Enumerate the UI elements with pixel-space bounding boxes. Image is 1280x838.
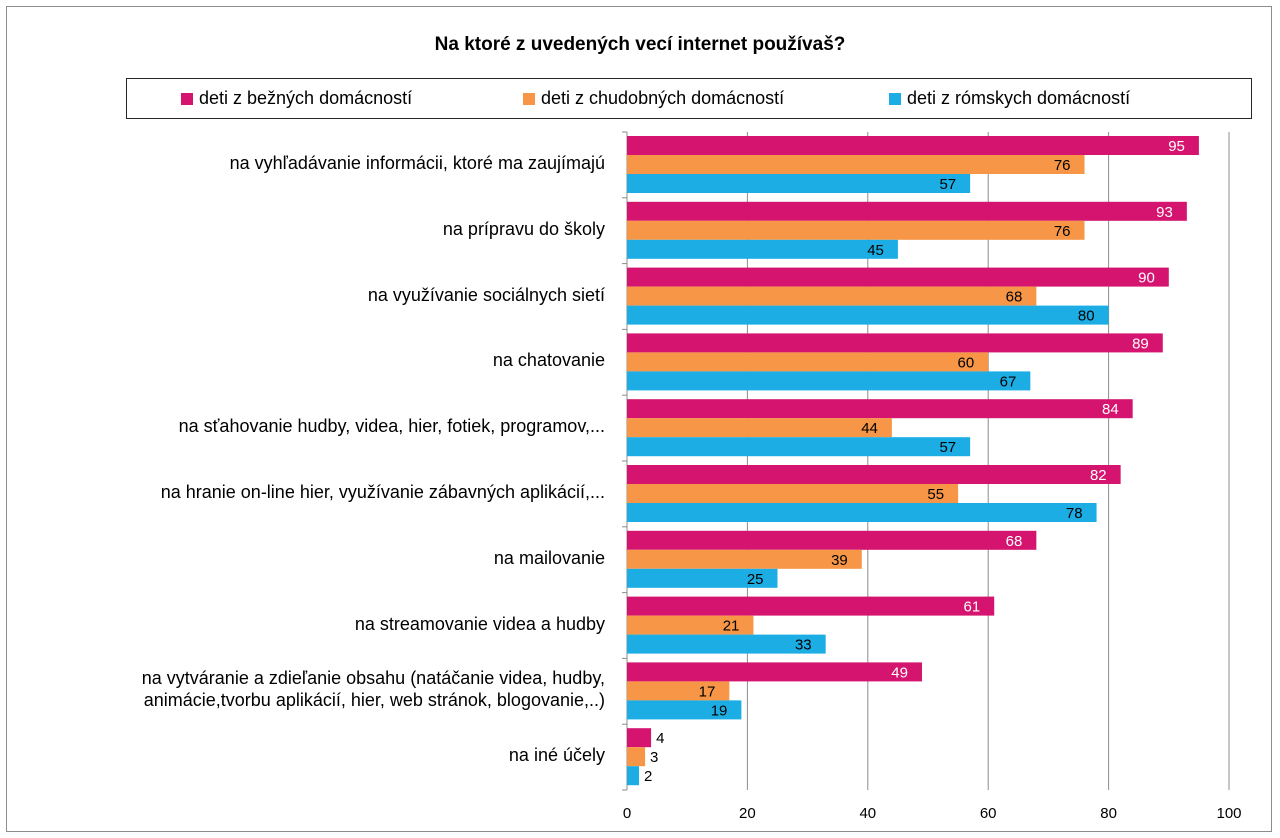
data-label: 19 [711, 702, 728, 719]
category-label: na vytváranie a zdieľanie obsahu (natáča… [142, 667, 605, 711]
legend-swatch-regular [181, 92, 193, 105]
category-label: na chatovanie [493, 349, 605, 371]
data-label: 95 [1168, 138, 1185, 155]
bar [627, 155, 1085, 174]
data-label: 78 [1066, 505, 1083, 522]
category-label-line: na prípravu do školy [442, 218, 605, 239]
data-label: 44 [861, 420, 878, 437]
bar [627, 465, 1121, 484]
legend-label-regular: deti z bežných domácností [199, 88, 413, 108]
category-label: na sťahovanie hudby, videa, hier, fotiek… [179, 415, 605, 437]
data-label: 55 [927, 486, 944, 503]
data-label: 61 [964, 599, 981, 616]
legend: deti z bežných domácností deti z chudobn… [126, 78, 1252, 119]
data-label: 57 [939, 176, 956, 193]
bar [627, 418, 892, 438]
bar [627, 437, 971, 457]
data-label: 76 [1054, 223, 1071, 240]
category-label: na iné účely [509, 744, 605, 766]
bar [627, 747, 646, 767]
data-label: 17 [699, 683, 716, 700]
data-label: 67 [1000, 373, 1017, 390]
category-label-line: na iné účely [508, 745, 605, 766]
data-label: 21 [723, 618, 740, 635]
category-label: na vyhľadávanie informácii, ktoré ma zau… [230, 152, 605, 174]
x-tick-label: 80 [1100, 805, 1117, 822]
legend-label-roma: deti z rómskych domácností [907, 88, 1131, 108]
category-label: na hranie on-line hier, využívanie zábav… [161, 481, 605, 503]
bar [627, 568, 778, 588]
data-label: 57 [939, 439, 956, 456]
x-tick-label: 60 [980, 805, 997, 822]
category-label: na mailovanie [494, 547, 605, 569]
bar [627, 681, 730, 701]
bar [627, 352, 989, 372]
bar [627, 333, 1163, 353]
category-label-line: na vytváranie a zdieľanie obsahu (natáča… [141, 668, 605, 689]
data-label: 45 [867, 242, 884, 259]
data-label: 84 [1102, 401, 1119, 418]
x-tick-label: 40 [859, 805, 876, 822]
data-label: 76 [1054, 157, 1071, 174]
bar [627, 530, 1037, 550]
bar [627, 662, 922, 682]
bar [627, 220, 1085, 240]
data-label: 68 [1006, 289, 1023, 306]
legend-swatch-poor [523, 92, 535, 105]
legend-item-regular: deti z bežných domácností [181, 79, 412, 118]
data-label: 49 [891, 664, 908, 681]
chart-title: Na ktoré z uvedených vecí internet použí… [434, 34, 846, 55]
bar [627, 201, 1187, 221]
category-label: na prípravu do školy [443, 218, 605, 240]
data-label: 90 [1138, 270, 1155, 287]
data-label: 33 [795, 637, 812, 654]
x-tick-label: 20 [739, 805, 756, 822]
category-label-line: animácie,tvorbu aplikácií, hier, web str… [143, 690, 605, 711]
category-label: na využívanie sociálnych sietí [368, 284, 605, 306]
x-tick-label: 100 [1216, 805, 1241, 822]
legend-label-poor: deti z chudobných domácností [541, 88, 785, 108]
x-tick-label: 0 [623, 805, 631, 822]
bar [627, 728, 652, 748]
bar [627, 700, 742, 720]
bar [627, 174, 971, 193]
data-label: 3 [650, 749, 658, 766]
bar [627, 484, 959, 503]
category-label: na streamovanie videa a hudby [355, 613, 605, 635]
category-label-line: na mailovanie [493, 547, 605, 568]
category-label-line: na streamovanie videa a hudby [354, 613, 605, 634]
bar [627, 305, 1109, 325]
data-label: 82 [1090, 467, 1107, 484]
bar [627, 286, 1037, 306]
data-label: 4 [656, 730, 664, 747]
legend-item-poor: deti z chudobných domácností [523, 79, 784, 118]
bar [627, 239, 898, 259]
category-label-line: na využívanie sociálnych sietí [367, 284, 605, 305]
bar [627, 136, 1199, 155]
bar [627, 267, 1169, 287]
bar [627, 399, 1133, 419]
category-label-line: na sťahovanie hudby, videa, hier, fotiek… [178, 416, 605, 437]
category-label-line: na chatovanie [492, 350, 605, 371]
data-label: 68 [1006, 533, 1023, 550]
data-label: 39 [831, 552, 848, 569]
legend-item-roma: deti z rómskych domácností [889, 79, 1130, 118]
bar [627, 371, 1031, 391]
bar [627, 503, 1097, 522]
bar [627, 596, 995, 616]
bar [627, 634, 826, 654]
bar [627, 549, 862, 569]
data-label: 60 [958, 354, 975, 371]
data-label: 93 [1156, 204, 1173, 221]
data-label: 25 [747, 571, 764, 588]
bar [627, 615, 754, 635]
bar [627, 766, 640, 786]
data-label: 89 [1132, 335, 1149, 352]
category-label-line: na hranie on-line hier, využívanie zábav… [160, 481, 605, 502]
data-label: 2 [644, 768, 652, 785]
data-label: 80 [1078, 308, 1095, 325]
legend-swatch-roma [889, 92, 901, 105]
category-label-line: na vyhľadávanie informácii, ktoré ma zau… [229, 152, 605, 173]
